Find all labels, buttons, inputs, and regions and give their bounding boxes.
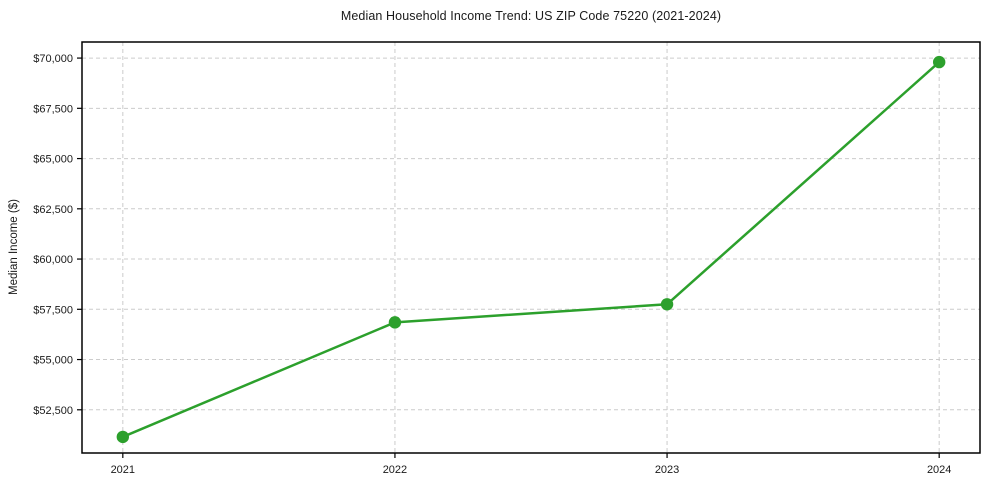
data-line xyxy=(121,60,941,439)
chart-title: Median Household Income Trend: US ZIP Co… xyxy=(340,9,722,23)
y-tick-label: $57,500 xyxy=(33,304,73,316)
y-tick-label: $70,000 xyxy=(33,53,73,65)
x-tick-label: 2022 xyxy=(383,464,407,476)
axes-border xyxy=(81,41,981,454)
y-tick-label: $60,000 xyxy=(33,254,73,266)
y-tick-label: $52,500 xyxy=(33,405,73,417)
y-tick-label: $55,000 xyxy=(33,355,73,367)
x-tick-label: 2021 xyxy=(111,464,135,476)
x-tick-label: 2023 xyxy=(655,464,679,476)
y-tick-label: $67,500 xyxy=(33,103,73,115)
data-point-2022 xyxy=(388,316,402,329)
data-point-2024 xyxy=(932,55,946,69)
data-point-2021 xyxy=(116,430,130,444)
data-point-2023 xyxy=(660,298,674,311)
y-tick-label: $65,000 xyxy=(33,154,73,166)
x-tick-label: 2024 xyxy=(927,464,951,476)
y-tick-label: $62,500 xyxy=(33,204,73,216)
